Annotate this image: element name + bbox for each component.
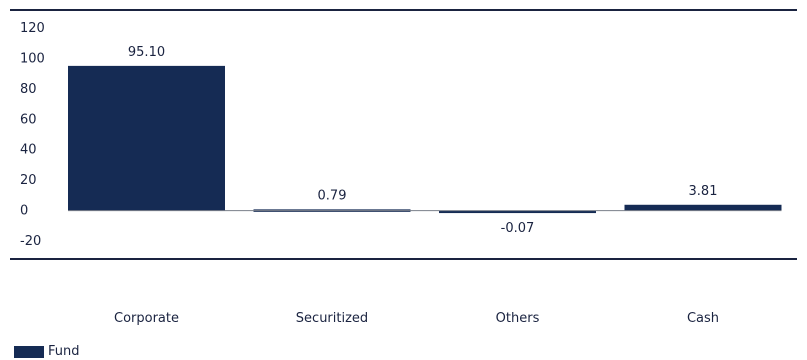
bar-corporate xyxy=(68,65,225,211)
data-label: 95.10 xyxy=(128,45,165,60)
data-label: 3.81 xyxy=(689,184,718,199)
data-labels: 95.10 0.79 -0.07 3.81 xyxy=(128,45,718,236)
legend: Fund xyxy=(14,344,80,359)
data-label: 0.79 xyxy=(318,188,347,203)
y-tick-label: 60 xyxy=(20,112,37,127)
y-tick-label: -20 xyxy=(20,234,41,249)
legend-swatch-fund xyxy=(14,345,44,358)
y-tick-label: 120 xyxy=(20,21,45,36)
y-tick-label: 100 xyxy=(20,51,45,66)
category-label-corporate: Corporate xyxy=(114,311,179,326)
category-labels: Corporate Securitized Others Cash xyxy=(114,311,719,326)
category-label-cash: Cash xyxy=(687,311,719,326)
category-label-securitized: Securitized xyxy=(296,311,368,326)
bar-others xyxy=(439,210,596,214)
bar-cash xyxy=(624,204,782,211)
y-tick-label: 20 xyxy=(20,173,37,188)
y-tick-label: 40 xyxy=(20,143,37,158)
y-tick-label: 0 xyxy=(20,204,28,219)
bars xyxy=(68,65,782,214)
y-tick-label: 80 xyxy=(20,82,37,97)
legend-label-fund: Fund xyxy=(48,344,80,359)
data-label: -0.07 xyxy=(501,221,535,236)
y-axis-ticks: 120 100 80 60 40 20 0 -20 xyxy=(20,21,45,249)
category-label-others: Others xyxy=(496,311,540,326)
